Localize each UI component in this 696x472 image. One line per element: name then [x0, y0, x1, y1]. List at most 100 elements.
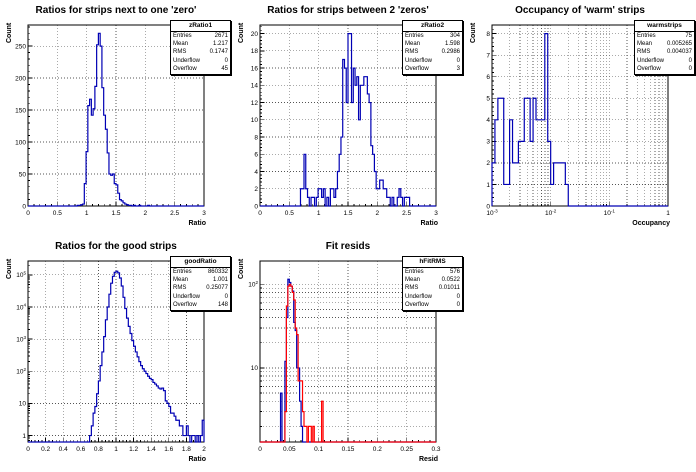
stats-box-hFitRMS[interactable]: hFitRMS Entries 576 Mean 0.0522 RMS 0.01011 Und… [402, 256, 463, 311]
stats-label: Underflow [405, 57, 433, 64]
chart-title: Occupancy of 'warm' strips [515, 5, 645, 16]
stats-box-zRatio1[interactable]: zRatio1 Entries 2671 Mean 1.217 RMS 0.1747 Unde… [170, 20, 231, 75]
axis-tick-label: 0.8 [94, 446, 103, 453]
axis-tick-label: 10 [251, 117, 259, 124]
axis-tick-label: 0 [258, 210, 262, 217]
axis-tick-label: 200 [15, 75, 26, 82]
stats-label: Mean [405, 276, 421, 283]
stats-row: RMS 0.25077 [171, 284, 230, 292]
stats-value: 45 [221, 66, 228, 73]
chart-svg: 0 0.2 0.4 0.6 0.8 1 1.2 1.4 1.6 1.8 2 1 10 102 103 104 1… [6, 258, 207, 463]
axis-tick-label: 0.2 [373, 446, 382, 453]
stats-row: Overflow 148 [171, 301, 230, 309]
stats-title: zRatio2 [403, 21, 462, 32]
stats-row: Overflow 0 [403, 301, 462, 309]
axis-tick-label: 16 [251, 65, 259, 72]
stats-value: 0.005265 [666, 40, 692, 47]
axis-tick-label: 5 [486, 96, 490, 103]
stats-value: 2671 [214, 32, 228, 39]
y-axis-title: Count [238, 22, 245, 43]
axis-tick-label: 0 [486, 203, 490, 210]
axis-tick-label: 6 [486, 74, 490, 81]
axis-tick-label: 4 [486, 117, 490, 124]
grid [28, 25, 204, 206]
stats-box-warmstrips[interactable]: warmstrips Entries 75 Mean 0.005265 RMS 0.0040… [634, 20, 695, 75]
stats-value: 0.2986 [441, 49, 460, 56]
x-axis-title: Ratio [189, 456, 207, 463]
chart-svg: 0 0.5 1 1.5 2 2.5 3 0 50 100 150 200 250 Ratio Count [6, 22, 206, 227]
axis-tick-label: 0.2 [41, 446, 50, 453]
stats-box-goodRatio[interactable]: goodRatio Entries 860332 Mean 1.001 RMS 0.2507… [170, 256, 231, 311]
chart-title: Ratios for the good strips [55, 241, 177, 252]
stats-box-zRatio2[interactable]: zRatio2 Entries 304 Mean 1.598 RMS 0.2986 Under… [402, 20, 463, 75]
axis-tick-label: 8 [254, 134, 258, 141]
stats-row: Underflow 0 [403, 57, 462, 65]
chart-title: Ratios for strips next to one 'zero' [35, 5, 197, 16]
axis-tick-label: 1 [486, 182, 490, 189]
axis-tick-label: 0.05 [283, 446, 296, 453]
chart-plot: 0 0.5 1 1.5 2 2.5 3 0 2 4 6 8 10 12 14 16 18 20 Ratio Count [232, 0, 464, 236]
stats-value: 1.001 [212, 276, 228, 283]
axis-tick-label: 10-1 [604, 208, 616, 217]
axis-tick-label: 1.8 [182, 446, 191, 453]
y-axis-title: Count [470, 22, 477, 43]
stats-label: Entries [637, 32, 656, 39]
axis-tick-label: 2 [376, 210, 380, 217]
pad-zratio2[interactable]: 0 0.5 1 1.5 2 2.5 3 0 2 4 6 8 10 12 14 16 18 20 Ratio Count… [232, 0, 464, 236]
axis-tick-label: 0 [258, 446, 262, 453]
axis-tick-label: 14 [251, 83, 259, 90]
axis-tick-label: 10-3 [486, 208, 498, 217]
axis-tick-label: 2 [202, 446, 206, 453]
axis-tick-label: 0 [22, 203, 26, 210]
grid [260, 261, 436, 442]
stats-title: hFitRMS [403, 257, 462, 268]
axis-tick-label: 2 [254, 186, 258, 193]
stats-row: Mean 1.001 [171, 276, 230, 284]
axis-tick-label: 105 [16, 271, 26, 280]
pad-warmstrips[interactable]: 10-3 10-2 10-1 1 0 1 2 3 4 5 6 7 8 Occupancy Count Occ… [464, 0, 696, 236]
axis-tick-label: 0 [254, 203, 258, 210]
stats-label: Mean [405, 40, 421, 47]
pad-goodratio[interactable]: 0 0.2 0.4 0.6 0.8 1 1.2 1.4 1.6 1.8 2 1 10 102 103 104 1… [0, 236, 232, 472]
stats-row: RMS 0.004037 [635, 48, 694, 56]
axis-tick-label: 1.2 [129, 446, 138, 453]
axis-tick-label: 102 [248, 280, 258, 289]
stats-title: goodRatio [171, 257, 230, 268]
stats-label: Entries [173, 32, 192, 39]
axis-tick-label: 3 [486, 139, 490, 146]
stats-row: Entries 75 [635, 32, 694, 40]
axis-tick-label: 2 [486, 160, 490, 167]
histogram-series-zRatio2 [260, 33, 436, 207]
stats-row: Overflow 0 [635, 65, 694, 73]
grid [28, 261, 204, 442]
axis-tick-label: 10 [19, 401, 27, 408]
axis-tick-label: 1 [22, 433, 26, 440]
axis-tick-label: 0 [26, 210, 30, 217]
stats-row: Mean 0.005265 [635, 40, 694, 48]
stats-label: Overflow [637, 66, 661, 73]
axis-tick-label: 10-2 [545, 208, 557, 217]
axis-tick-label: 0 [26, 446, 30, 453]
stats-label: Entries [173, 268, 192, 275]
stats-label: Underflow [405, 293, 433, 300]
axis-ticks [27, 264, 205, 442]
y-axis-title: Count [6, 258, 13, 279]
axis-tick-label: 1.5 [111, 210, 120, 217]
stats-label: Underflow [173, 293, 201, 300]
axis-tick-label: 2.5 [170, 210, 179, 217]
stats-label: Entries [405, 268, 424, 275]
stats-row: RMS 0.2986 [403, 48, 462, 56]
stats-label: RMS [405, 49, 419, 56]
axis-tick-label: 3 [434, 210, 438, 217]
axis-tick-label: 100 [15, 139, 26, 146]
stats-value: 0.004037 [666, 49, 692, 56]
axis-tick-label: 0.25 [400, 446, 413, 453]
pad-zratio1[interactable]: 0 0.5 1 1.5 2 2.5 3 0 50 100 150 200 250 Ratio Count R… [0, 0, 232, 236]
x-axis-title: Ratio [421, 220, 439, 227]
stats-row: Entries 2671 [171, 32, 230, 40]
pad-hfitrms[interactable]: 0 0.05 0.1 0.15 0.2 0.25 0.3 10 102 Resid Count Fi… [232, 236, 464, 472]
stats-value: 148 [217, 302, 228, 309]
stats-value: 860332 [207, 268, 228, 275]
axis-tick-label: 1 [114, 446, 118, 453]
stats-value: 0 [224, 293, 228, 300]
